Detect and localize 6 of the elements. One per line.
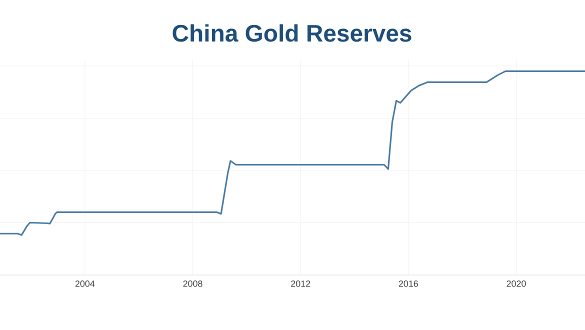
x-tick-label: 2016	[398, 280, 418, 287]
chart-title: China Gold Reserves	[172, 24, 412, 42]
x-tick-label: 2004	[75, 280, 95, 287]
x-tick-label: 2012	[291, 280, 310, 287]
x-tick-label: 2008	[183, 280, 202, 287]
x-tick-label: 2020	[506, 280, 526, 287]
